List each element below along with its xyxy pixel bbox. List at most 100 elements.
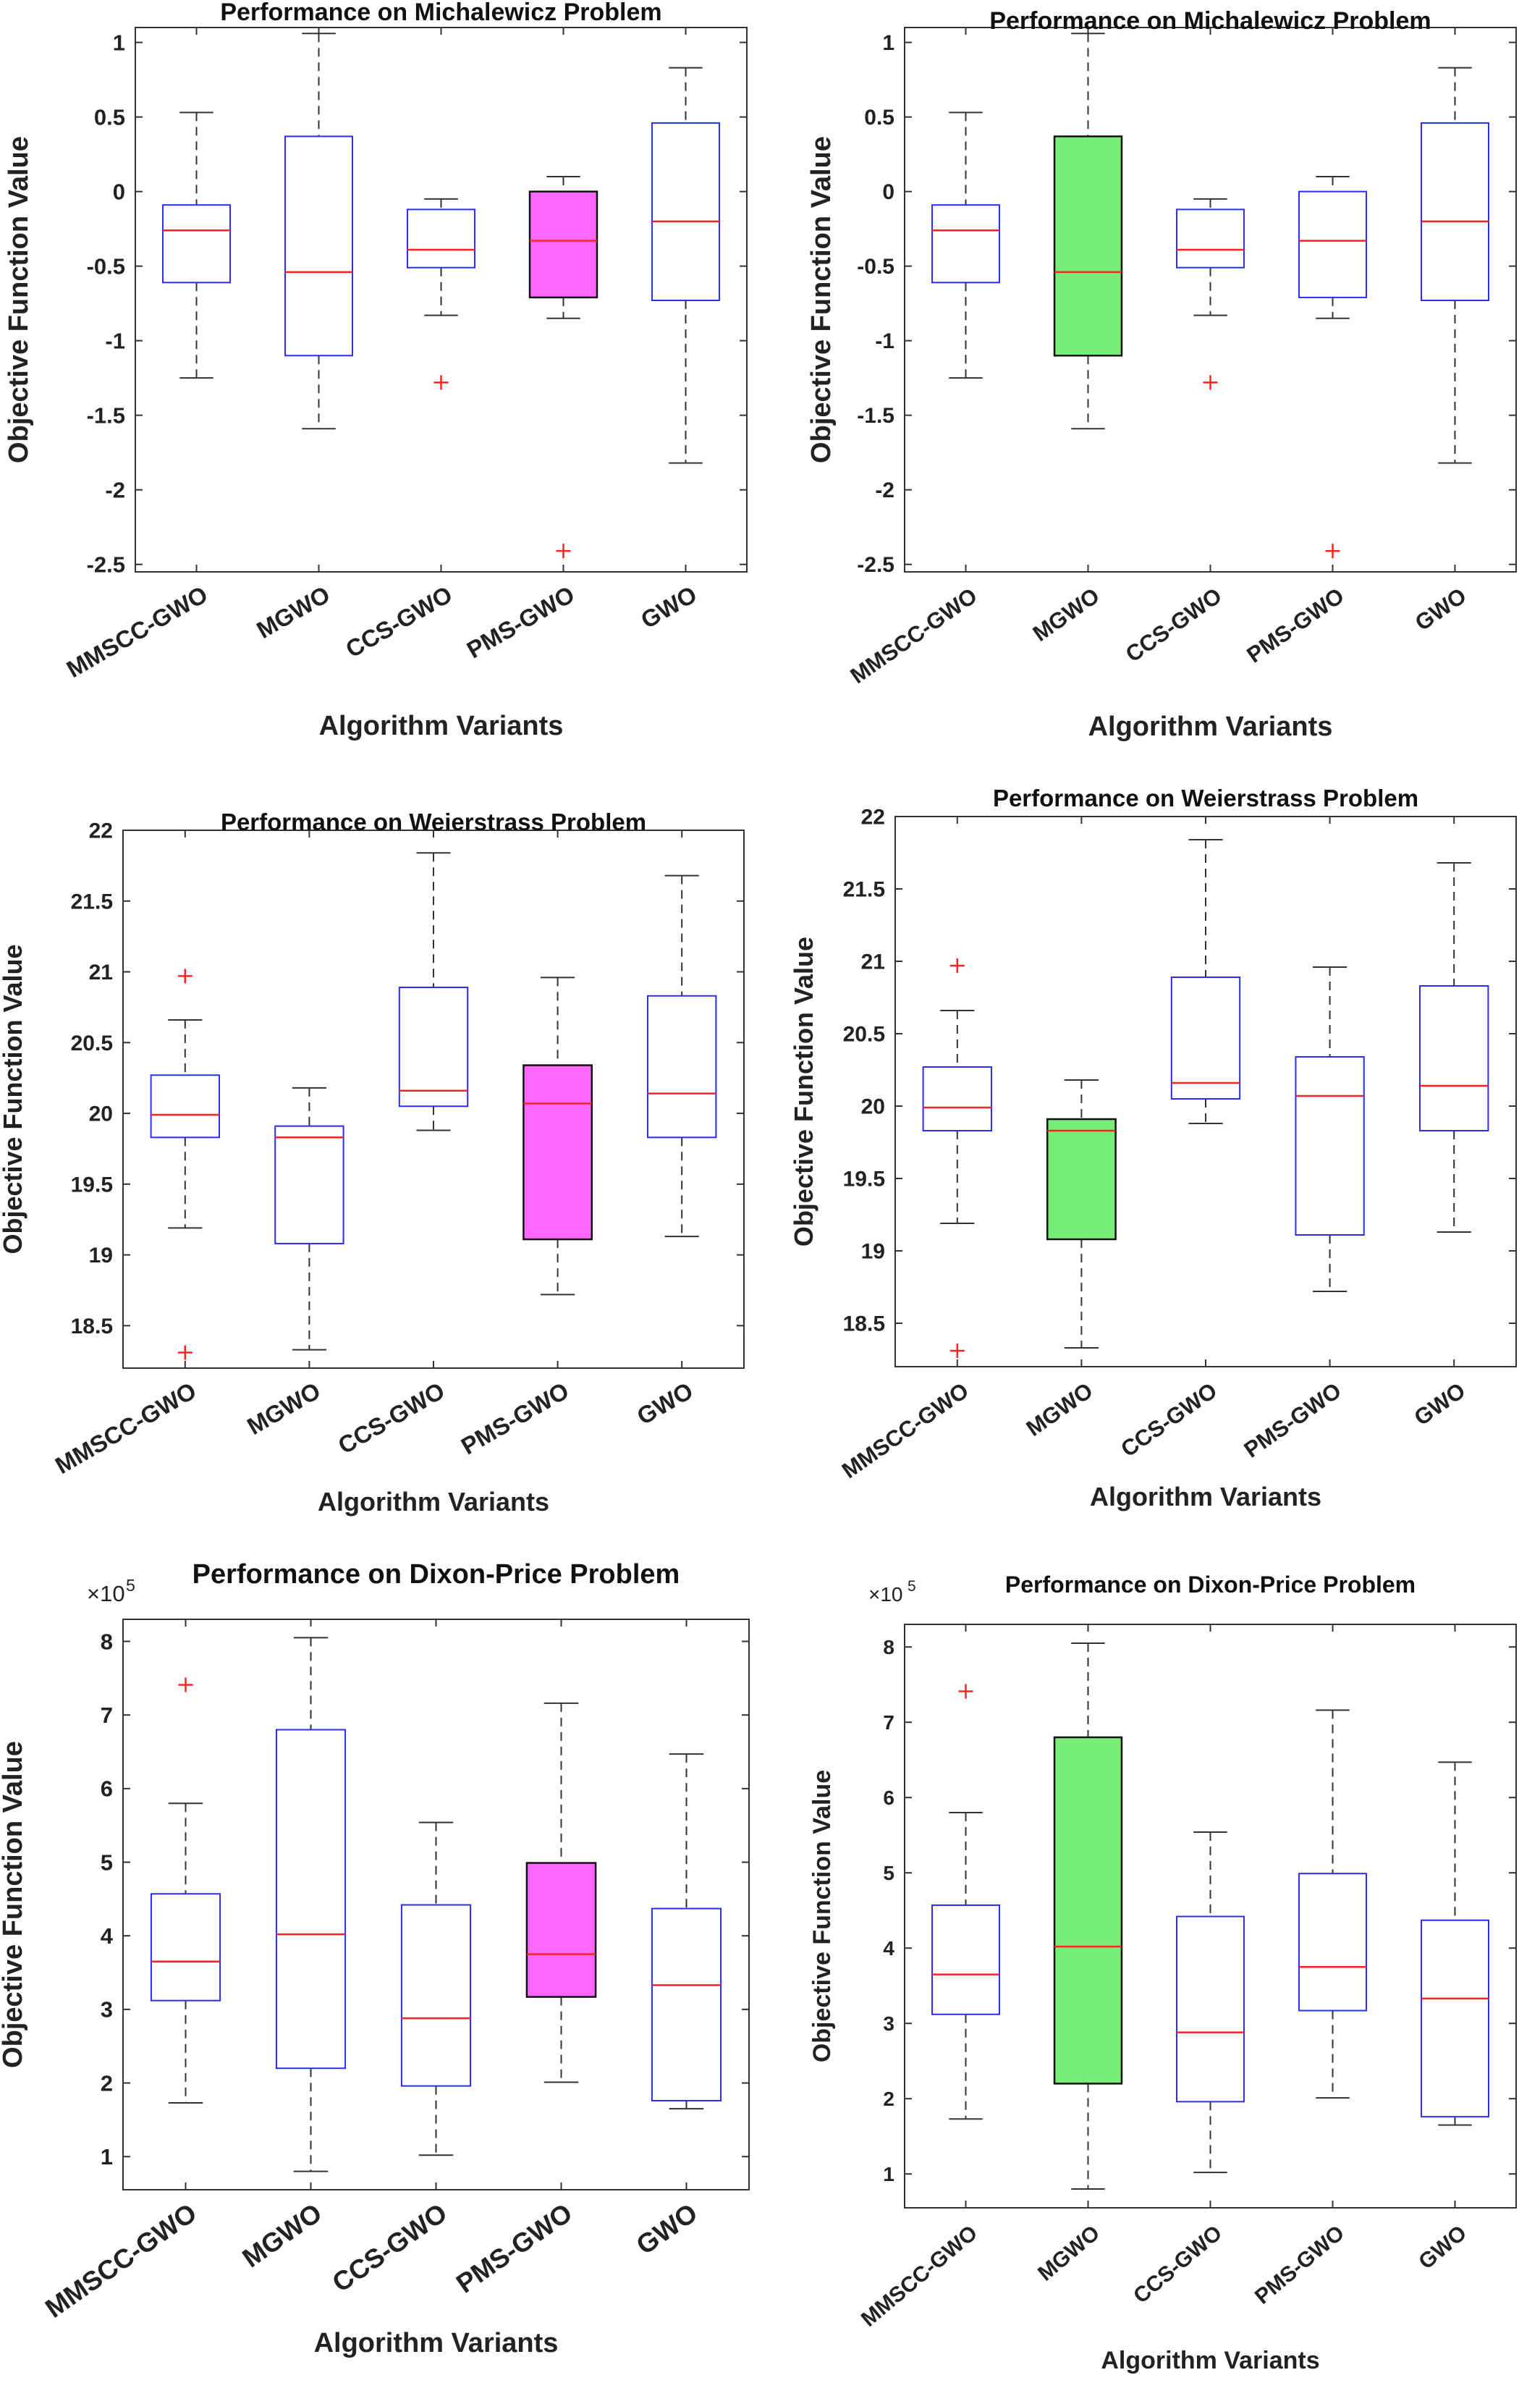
- x-tick-label: MGWO: [1033, 2221, 1104, 2286]
- x-tick-label: PMS-GWO: [1242, 583, 1348, 668]
- box-body: [1421, 1919, 1489, 2118]
- y-tick-label: 0: [882, 180, 894, 204]
- chart-title: Performance on Dixon-Price Problem: [192, 1559, 680, 1590]
- x-tick-label: CCS-GWO: [1121, 583, 1227, 667]
- y-tick-label: -1.5: [857, 404, 894, 428]
- y-axis-label: Objective Function Value: [0, 944, 28, 1254]
- box-mmscc-gwo: [931, 1684, 1000, 2120]
- box-mgwo: [1046, 1079, 1117, 1349]
- outlier-marker: [1325, 544, 1340, 559]
- y-tick-label: 21.5: [843, 878, 885, 902]
- y-tick-label: 5: [101, 1850, 113, 1875]
- y-tick-label: 7: [883, 1711, 894, 1734]
- box-body: [1176, 208, 1245, 269]
- box-mmscc-gwo: [931, 111, 1000, 379]
- x-tick-label: MGWO: [1028, 583, 1104, 646]
- chart-title: Performance on Weierstrass Problem: [993, 785, 1418, 811]
- y-tick-label: -1: [875, 329, 894, 353]
- box-ccs-gwo: [1176, 198, 1245, 390]
- y-tick-label: -2.5: [87, 552, 125, 578]
- x-tick-label: PMS-GWO: [1240, 1378, 1346, 1463]
- y-exponent-power: 5: [126, 1576, 135, 1595]
- box-pms-gwo: [528, 176, 598, 559]
- box-gwo: [651, 67, 720, 464]
- y-tick-label: -2: [105, 478, 125, 503]
- y-tick-label: 1: [883, 2163, 894, 2185]
- outlier-marker: [178, 1677, 193, 1692]
- x-tick-label: MGWO: [242, 1377, 325, 1440]
- box-body: [525, 1862, 597, 1998]
- outlier-marker: [177, 1345, 192, 1360]
- x-tick-label: MMSCC-GWO: [62, 581, 212, 683]
- x-tick-label: MGWO: [252, 581, 334, 644]
- y-tick-label: 0.5: [94, 104, 125, 130]
- y-tick-label: -2: [875, 478, 894, 502]
- chart-title: Performance on Dixon-Price Problem: [1005, 1572, 1416, 1598]
- y-tick-label: 19.5: [843, 1168, 885, 1192]
- y-tick-label: 2: [883, 2088, 894, 2110]
- y-tick-label: 20: [861, 1095, 885, 1119]
- y-tick-label: 20.5: [71, 1032, 113, 1055]
- box-gwo: [1421, 67, 1489, 464]
- box-body: [1053, 1736, 1123, 2085]
- box-pms-gwo: [1295, 966, 1365, 1292]
- box-body: [651, 122, 720, 302]
- x-tick-label: MMSCC-GWO: [40, 2198, 202, 2324]
- x-tick-label: CCS-GWO: [327, 2198, 452, 2298]
- box-mgwo: [274, 1087, 344, 1351]
- boxplot-panel-2: -2.5 -2 -1.5 -1 -0.5 0 0.5 1 MMSCC-GWO MGWO CCS-GW…: [806, 7, 1517, 742]
- box-mmscc-gwo: [150, 969, 220, 1360]
- y-tick-label: 1: [101, 2144, 113, 2169]
- box-body: [1170, 977, 1241, 1100]
- y-tick-label: -1.5: [87, 403, 125, 429]
- boxplot-panel-3: 18.5 19 19.5 20 20.5 21 21.5 22 MMSCC-GWO MGWO CCS…: [0, 809, 745, 1517]
- box-body: [274, 1125, 344, 1244]
- x-axis-label: Algorithm Variants: [1090, 1482, 1321, 1511]
- x-tick-label: GWO: [632, 1377, 698, 1430]
- x-axis-label: Algorithm Variants: [319, 711, 564, 741]
- box-body: [1046, 1118, 1117, 1241]
- box-body: [1298, 190, 1367, 298]
- outlier-marker: [433, 375, 449, 390]
- box-body: [1419, 985, 1489, 1131]
- box-mmscc-gwo: [162, 111, 231, 379]
- y-tick-label: 3: [883, 2012, 894, 2035]
- x-tick-label: CCS-GWO: [1129, 2221, 1227, 2308]
- x-tick-label: CCS-GWO: [341, 581, 457, 663]
- y-tick-label: 21: [861, 950, 885, 974]
- box-gwo: [647, 874, 717, 1238]
- y-axis-label: Objective Function Value: [808, 1770, 836, 2062]
- box-body: [398, 987, 469, 1108]
- y-tick-label: 8: [101, 1629, 113, 1654]
- box-body: [647, 995, 717, 1139]
- y-tick-label: 3: [101, 1997, 113, 2023]
- y-tick-label: 19: [89, 1244, 113, 1268]
- box-body: [400, 1904, 472, 2087]
- boxplot-panel-1: -2.5 -2 -1.5 -1 -0.5 0 0.5 1 MMSCC-GWO MGWO CCS-GW…: [4, 0, 748, 741]
- y-tick-label: 22: [89, 819, 113, 843]
- x-tick-label: MMSCC-GWO: [846, 583, 982, 688]
- y-tick-label: 1: [113, 30, 125, 55]
- box-pms-gwo: [525, 1702, 597, 2083]
- x-tick-label: MMSCC-GWO: [857, 2221, 982, 2332]
- box-body: [931, 1904, 1000, 2015]
- box-gwo: [1419, 862, 1489, 1233]
- box-body: [651, 1907, 722, 2101]
- box-pms-gwo: [1298, 176, 1367, 559]
- box-body: [522, 1064, 593, 1241]
- y-tick-label: 4: [883, 1937, 894, 1960]
- outlier-marker: [949, 958, 965, 973]
- x-axis-label: Algorithm Variants: [1101, 2347, 1319, 2374]
- y-tick-label: 6: [883, 1787, 894, 1809]
- y-tick-label: 19: [861, 1240, 885, 1264]
- box-mgwo: [1053, 33, 1123, 430]
- y-tick-label: 20: [89, 1102, 113, 1126]
- chart-title: Performance on Michalewicz Problem: [989, 7, 1431, 35]
- y-axis-label: Objective Function Value: [789, 937, 818, 1247]
- y-tick-label: 18.5: [71, 1315, 113, 1338]
- box-ccs-gwo: [1176, 1831, 1245, 2174]
- y-axis-label: Objective Function Value: [0, 1741, 28, 2068]
- x-tick-label: GWO: [631, 2198, 703, 2261]
- y-tick-label: -2.5: [857, 553, 894, 577]
